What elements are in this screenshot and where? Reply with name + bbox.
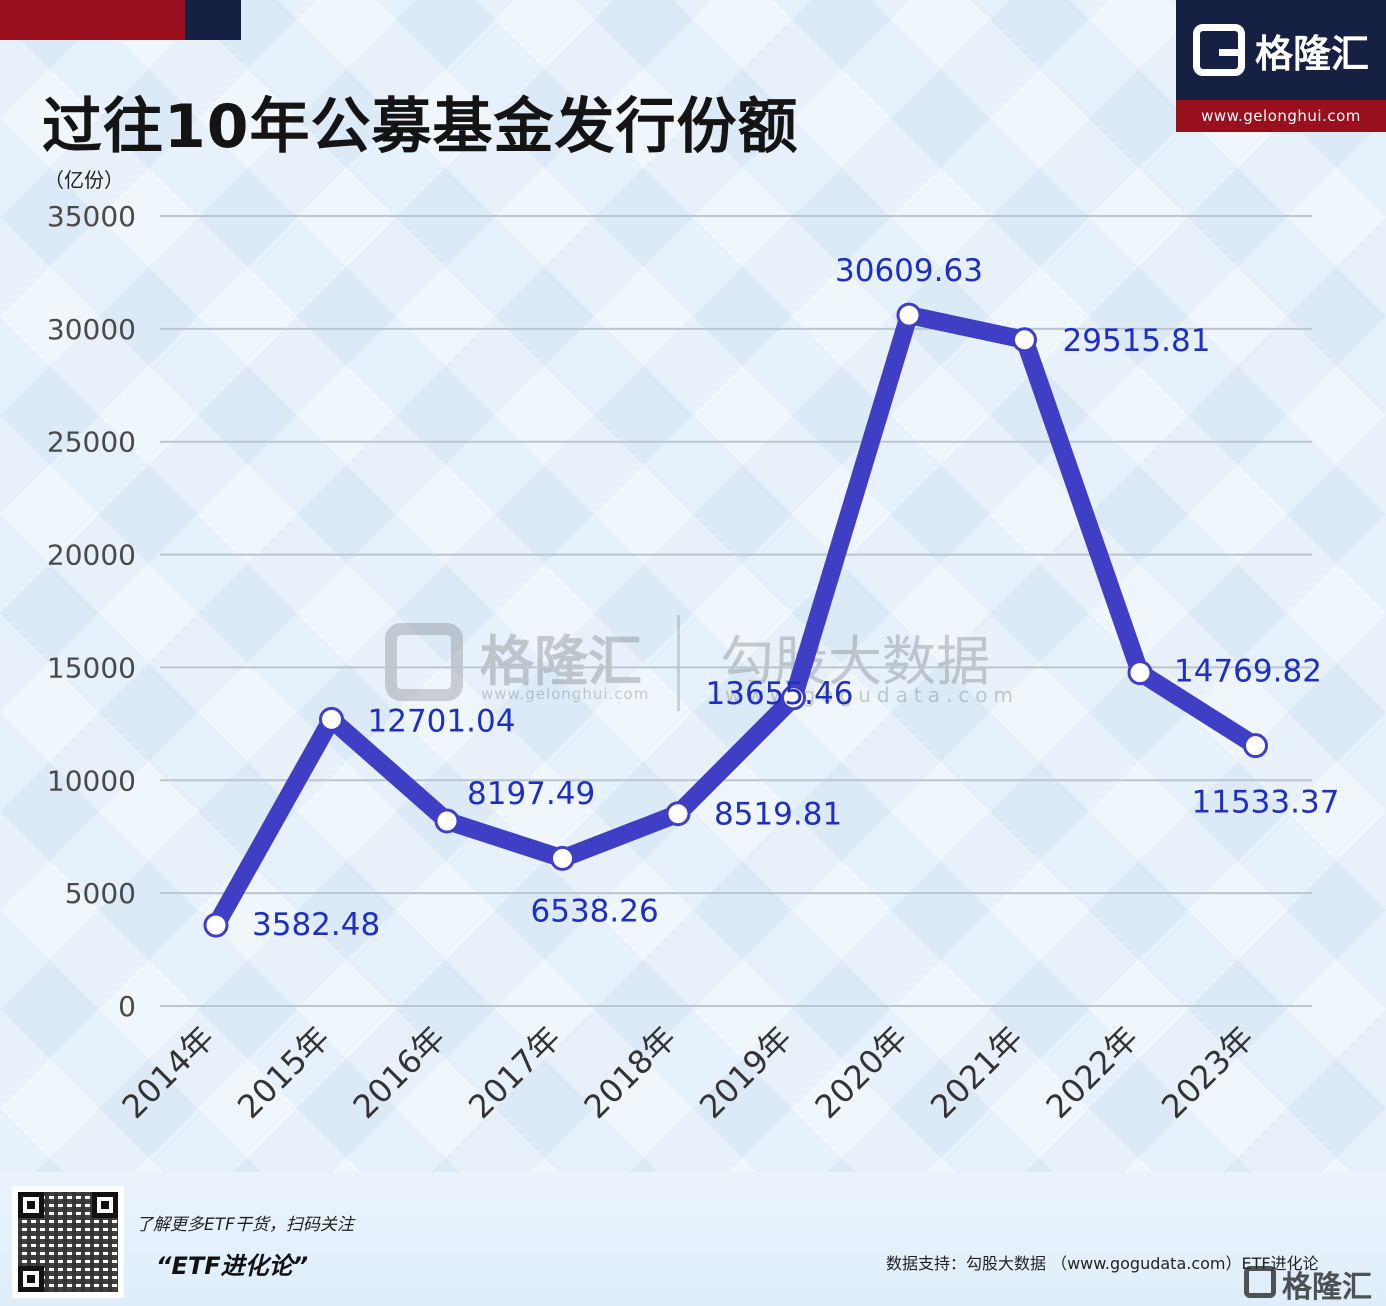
data-label: 13655.46: [706, 676, 854, 712]
data-point: [203, 912, 229, 938]
x-tick-label: 2017年: [461, 1019, 568, 1126]
watermark-brand-name: 格隆汇: [480, 630, 642, 693]
brand-logo-top: 格隆汇: [1176, 0, 1386, 100]
data-label: 6538.26: [531, 893, 659, 929]
data-label: 8197.49: [467, 776, 595, 812]
data-point: [665, 801, 691, 827]
watermark-g-icon: [385, 623, 463, 701]
data-label: 30609.63: [835, 253, 983, 289]
qr-finder-mark: [92, 1192, 118, 1218]
data-point: [1127, 660, 1153, 686]
x-tick-label: 2015年: [230, 1019, 337, 1126]
y-tick-label: 15000: [47, 651, 136, 684]
x-tick-label: 2020年: [808, 1019, 915, 1126]
watermark-data-url: www.gogudata.com: [725, 683, 1020, 707]
data-point: [781, 685, 806, 711]
data-point: [434, 808, 460, 834]
qr-finder-mark: [18, 1266, 44, 1292]
brand-g-icon: [1192, 24, 1245, 76]
data-points: [203, 302, 1268, 938]
footer-logo-name: 格隆汇: [1282, 1270, 1372, 1305]
top-accent-red: [0, 0, 185, 40]
x-tick-label: 2021年: [923, 1019, 1030, 1126]
x-tick-label: 2018年: [577, 1019, 684, 1126]
y-tick-label: 25000: [47, 426, 136, 459]
y-tick-label: 5000: [65, 877, 136, 910]
data-label: 12701.04: [368, 703, 516, 739]
y-tick-label: 10000: [47, 764, 136, 797]
x-tick-label: 2016年: [346, 1019, 453, 1126]
x-tick-label: 2014年: [115, 1019, 222, 1126]
qr-finder-mark: [18, 1192, 44, 1218]
data-point: [896, 302, 922, 328]
data-point: [550, 845, 575, 871]
qr-code[interactable]: [12, 1186, 124, 1298]
watermark-data-name: 勾股大数据: [720, 630, 990, 693]
y-tick-label: 35000: [47, 200, 136, 233]
footer-g-icon: [1244, 1266, 1276, 1298]
data-label: 11533.37: [1192, 785, 1340, 821]
data-label: 14769.82: [1174, 654, 1322, 690]
y-tick-label: 0: [118, 990, 136, 1023]
y-axis-unit: （亿份）: [44, 168, 124, 192]
data-label: 8519.81: [714, 797, 842, 833]
y-tick-label: 30000: [47, 313, 136, 346]
data-point: [319, 706, 344, 732]
footer-note: 了解更多ETF干货，扫码关注: [136, 1215, 354, 1235]
footer-account: “ETF进化论”: [156, 1252, 309, 1280]
chart-title: 过往10年公募基金发行份额: [42, 92, 799, 162]
data-point: [1243, 733, 1268, 759]
footer-source: 数据支持：勾股大数据 （www.gogudata.com）ETF进化论: [886, 1254, 1319, 1273]
x-tick-label: 2022年: [1039, 1019, 1146, 1126]
x-tick-label: 2019年: [692, 1019, 799, 1126]
watermark: 格隆汇 www.gelonghui.com 勾股大数据 www.gogudata…: [385, 615, 1013, 715]
brand-name: 格隆汇: [1254, 31, 1369, 76]
data-label: 3582.48: [252, 907, 380, 943]
data-label: 29515.81: [1063, 323, 1211, 359]
top-accent-navy: [185, 0, 241, 40]
data-point: [1012, 327, 1037, 353]
watermark-divider: [677, 615, 680, 711]
footer-logo: 格隆汇: [1244, 1262, 1378, 1305]
y-tick-label: 20000: [47, 539, 136, 572]
grid-lines: [160, 215, 1312, 1007]
y-tick-labels: 0 5000 10000 15000 20000 25000 30000 35000: [47, 200, 136, 1023]
brand-logo: 格隆汇 www.gelonghui.com: [1176, 0, 1386, 132]
data-labels: 3582.48 12701.04 8197.49 6538.26 8519.81 1365…: [252, 253, 1339, 943]
watermark-brand-url: www.gelonghui.com: [481, 685, 650, 703]
footer-band: [0, 1172, 1386, 1306]
series-line-path: [207, 306, 1265, 935]
x-tick-label: 2023年: [1154, 1019, 1261, 1126]
brand-url: www.gelonghui.com: [1176, 100, 1386, 132]
x-tick-labels: 2014年 2015年 2016年 2017年 2018年 2019年 2020年 2021年…: [115, 1019, 1262, 1126]
series-line: [207, 306, 1265, 935]
